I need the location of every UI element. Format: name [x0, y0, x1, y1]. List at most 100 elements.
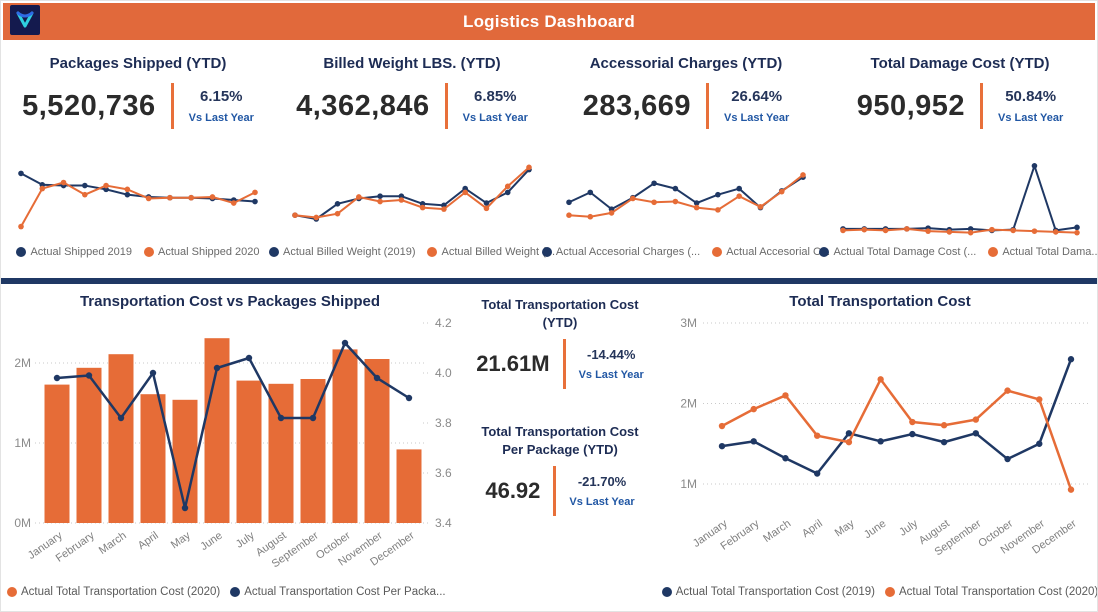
orange-dot-icon	[885, 587, 895, 597]
legend-label: Actual Transportation Cost Per Packa...	[244, 586, 446, 598]
legend-item-cost-per-package[interactable]: Actual Transportation Cost Per Packa...	[230, 586, 446, 598]
kpi-value: 5,520,736	[22, 89, 156, 122]
line-chart-legend: Actual Total Transportation Cost (2019) …	[661, 586, 1098, 598]
line-chart-title: Total Transportation Cost	[789, 293, 971, 310]
sparkline-billed-weight[interactable]	[287, 154, 537, 242]
kpi-delta: -21.70%	[577, 474, 627, 490]
orange-dot-icon	[427, 247, 438, 257]
company-logo-icon	[10, 5, 40, 35]
orange-dot-icon	[712, 247, 723, 257]
svg-text:1M: 1M	[14, 436, 31, 450]
legend-label: Actual Total Transportation Cost (2019)	[675, 586, 875, 598]
svg-text:March: March	[97, 530, 129, 557]
section-divider	[1, 278, 1097, 284]
center-kpi-panel: Total Transportation Cost (YTD) 21.61M -…	[459, 284, 661, 584]
legend-label: Actual Total Dama...	[1002, 246, 1098, 258]
legend-item-2019[interactable]: Actual Accesorial Charges (...	[541, 246, 701, 258]
svg-text:0M: 0M	[14, 516, 31, 530]
svg-text:May: May	[169, 529, 193, 551]
svg-text:April: April	[800, 518, 825, 540]
kpi-divider	[170, 83, 174, 129]
kpi-delta-label: Vs Last Year	[578, 369, 644, 382]
svg-text:2M: 2M	[14, 356, 31, 370]
kpi-delta-label: Vs Last Year	[188, 112, 254, 124]
legend-label: Actual Billed Weight (2019)	[283, 246, 416, 258]
legend-item-2020[interactable]: Actual Billed Weight (...	[427, 246, 555, 258]
kpi-delta: 6.85%	[473, 88, 517, 105]
kpi-title: Total Damage Cost (YTD)	[870, 55, 1050, 72]
kpi-title: Accessorial Charges (YTD)	[589, 55, 783, 72]
legend-item-2019[interactable]: Actual Total Transportation Cost (2019)	[661, 586, 875, 598]
svg-text:March: March	[761, 518, 793, 545]
legend-label: Actual Billed Weight (...	[441, 246, 555, 258]
legend-label: Actual Total Transportation Cost (2020)	[21, 586, 221, 598]
legend-item-2019[interactable]: Actual Total Damage Cost (...	[819, 246, 976, 258]
kpi-value: 950,952	[856, 89, 966, 122]
kpi-value: 46.92	[485, 478, 541, 504]
orange-dot-icon	[988, 247, 999, 257]
sparkline-packages-shipped[interactable]	[13, 154, 263, 242]
svg-text:3.4: 3.4	[435, 516, 452, 530]
legend-item-cost-2020[interactable]: Actual Total Transportation Cost (2020)	[7, 586, 220, 598]
kpi-delta-label: Vs Last Year	[998, 112, 1064, 124]
kpi-value: 283,669	[582, 89, 692, 122]
legend-item-2020[interactable]: Actual Shipped 2020	[144, 246, 260, 258]
legend-label: Actual Shipped 2019	[30, 246, 132, 258]
kpi-delta: -14.44%	[586, 347, 636, 363]
kpi-delta: 26.64%	[731, 88, 783, 105]
kpi-total-transportation-cost: Total Transportation Cost (YTD) 21.61M -…	[459, 296, 661, 390]
svg-text:1M: 1M	[680, 477, 697, 491]
svg-text:June: June	[198, 530, 224, 554]
sparkline-legend: Actual Billed Weight (2019) Actual Bille…	[269, 246, 555, 258]
combo-chart-title: Transportation Cost vs Packages Shipped	[79, 293, 381, 310]
header-bar: Logistics Dashboard	[3, 3, 1095, 40]
sparkline-legend: Actual Shipped 2019 Actual Shipped 2020	[1, 246, 275, 258]
kpi-divider	[444, 83, 448, 129]
legend-label: Actual Shipped 2020	[158, 246, 260, 258]
kpi-card-billed-weight: Billed Weight LBS. (YTD) 4,362,846 6.85%…	[269, 42, 555, 278]
legend-label: Actual Total Damage Cost (...	[833, 246, 977, 258]
navy-dot-icon	[230, 587, 241, 597]
legend-item-2020[interactable]: Actual Total Transportation Cost (2020)	[885, 586, 1098, 598]
svg-text:July: July	[897, 517, 920, 538]
kpi-card-total-damage-cost: Total Damage Cost (YTD) 950,952 50.84% V…	[819, 42, 1098, 278]
svg-text:3.6: 3.6	[435, 466, 452, 480]
kpi-card-accessorial-charges: Accessorial Charges (YTD) 283,669 26.64%…	[541, 42, 830, 278]
navy-dot-icon	[269, 247, 279, 257]
kpi-delta: 6.15%	[199, 88, 243, 105]
legend-item-2020[interactable]: Actual Total Dama...	[988, 246, 1098, 258]
sparkline-accessorial-charges[interactable]	[561, 154, 811, 242]
svg-text:3M: 3M	[680, 316, 697, 330]
kpi-value: 21.61M	[476, 351, 550, 377]
page-title: Logistics Dashboard	[463, 12, 635, 31]
sparkline-total-damage-cost[interactable]	[835, 154, 1085, 242]
svg-text:2M: 2M	[680, 397, 697, 411]
svg-text:July: July	[234, 529, 257, 550]
kpi-card-packages-shipped: Packages Shipped (YTD) 5,520,736 6.15% V…	[1, 42, 275, 278]
legend-label: Actual Total Transportation Cost (2020)	[899, 586, 1098, 598]
kpi-divider	[706, 83, 710, 129]
legend-item-2019[interactable]: Actual Shipped 2019	[16, 246, 132, 258]
kpi-delta-label: Vs Last Year	[724, 112, 790, 124]
orange-dot-icon	[144, 247, 154, 257]
orange-dot-icon	[7, 587, 17, 597]
kpi-cost-per-package: Total Transportation Cost Per Package (Y…	[459, 423, 661, 517]
legend-item-2019[interactable]: Actual Billed Weight (2019)	[269, 246, 415, 258]
svg-text:June: June	[862, 518, 888, 542]
legend-label: Actual Accesorial Charges (...	[555, 246, 701, 258]
sparkline-legend: Actual Accesorial Charges (... Actual Ac…	[541, 246, 830, 258]
svg-text:3.8: 3.8	[435, 416, 452, 430]
legend-item-2020[interactable]: Actual Accesorial C...	[712, 246, 830, 258]
kpi-delta-label: Vs Last Year	[462, 112, 528, 124]
combo-chart-legend: Actual Total Transportation Cost (2020) …	[7, 586, 457, 598]
svg-text:4.2: 4.2	[435, 316, 452, 330]
kpi-title: Total Transportation Cost Per Package (Y…	[481, 424, 639, 457]
kpi-title: Total Transportation Cost (YTD)	[481, 297, 639, 330]
kpi-divider	[562, 339, 566, 390]
svg-text:4.0: 4.0	[435, 366, 452, 380]
kpi-divider	[980, 83, 984, 129]
svg-text:May: May	[833, 517, 857, 539]
